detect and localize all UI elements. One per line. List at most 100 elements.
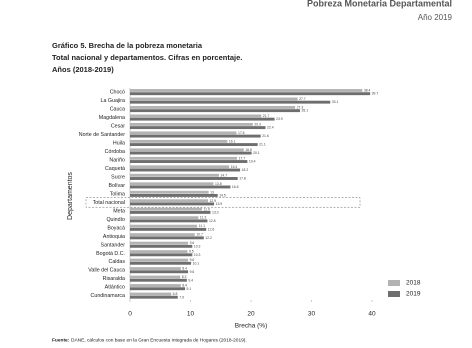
bar xyxy=(130,244,193,248)
bar xyxy=(130,202,215,206)
bar xyxy=(130,89,363,92)
value-label: 16.6 xyxy=(232,185,239,189)
value-label: 10.3 xyxy=(194,244,201,248)
value-label: 21.1 xyxy=(259,143,266,147)
bar xyxy=(130,270,189,274)
value-label: 21.7 xyxy=(263,114,270,118)
y-tick-label: Chocó xyxy=(110,90,125,96)
chart-title: Gráfico 5. Brecha de la pobreza monetari… xyxy=(52,41,203,50)
value-label: 19.4 xyxy=(249,160,256,164)
y-tick-label: Sucre xyxy=(111,174,125,180)
y-tick-label: Risaralda xyxy=(103,276,125,282)
bar xyxy=(130,117,275,121)
x-tick-label: 20 xyxy=(247,311,255,318)
x-axis-label: Brecha (%) xyxy=(235,323,268,330)
value-label: 6.8 xyxy=(173,292,178,296)
value-label: 9.6 xyxy=(190,258,195,262)
bar xyxy=(130,227,207,231)
legend-swatch xyxy=(388,291,400,297)
y-tick-label: Tolima xyxy=(110,191,125,197)
y-tick-label: Magdalena xyxy=(99,115,125,121)
bar xyxy=(130,241,189,245)
value-label: 17.8 xyxy=(239,177,246,181)
bar xyxy=(130,236,204,240)
legend-label: 2019 xyxy=(406,291,421,298)
bar xyxy=(130,207,202,211)
value-label: 28.1 xyxy=(302,109,309,113)
bar xyxy=(130,165,230,169)
source-label: Fuente: xyxy=(52,337,70,343)
value-label: 9.6 xyxy=(190,241,195,245)
header-title: Pobreza Monetaria Departamental xyxy=(307,0,452,8)
value-label: 21.6 xyxy=(262,134,269,138)
bar xyxy=(130,275,181,279)
y-tick-label: Bogotá D.C. xyxy=(96,251,125,257)
value-label: 11.1 xyxy=(199,224,205,228)
value-label: 13.9 xyxy=(216,202,223,206)
y-tick-label: La Guajira xyxy=(101,98,125,104)
bar xyxy=(130,278,187,282)
value-label: 13.3 xyxy=(212,210,219,214)
value-label: 22.4 xyxy=(267,126,274,130)
bar xyxy=(130,106,296,109)
bar xyxy=(130,216,199,220)
bar xyxy=(130,253,193,257)
bar xyxy=(130,292,172,296)
y-tick-label: Bolívar xyxy=(109,183,126,189)
bar xyxy=(130,122,253,126)
bar xyxy=(130,92,371,96)
bar xyxy=(130,131,237,135)
bar xyxy=(130,148,244,152)
x-tick-label: 0 xyxy=(128,311,132,318)
bar xyxy=(130,134,261,138)
bar xyxy=(130,100,331,104)
y-tick-label: Cauca xyxy=(110,107,125,113)
bar xyxy=(130,156,238,160)
header-subtitle: Año 2019 xyxy=(418,13,453,22)
bar xyxy=(130,126,266,130)
chart-period: Años (2018-2019) xyxy=(52,65,114,74)
value-label: 10.1 xyxy=(193,261,200,265)
x-tick-label: 30 xyxy=(308,311,316,318)
value-label: 17.7 xyxy=(239,156,246,160)
bar xyxy=(130,233,195,237)
x-tick-label: 10 xyxy=(187,311,195,318)
y-tick-label: Meta xyxy=(113,208,125,214)
value-label: 18.2 xyxy=(242,168,249,172)
value-label: 27.3 xyxy=(297,105,304,109)
y-tick-label: Cesar xyxy=(111,124,125,130)
y-tick-label: Huila xyxy=(113,141,125,147)
y-tick-label: Boyacá xyxy=(107,225,125,231)
value-label: 10.3 xyxy=(194,253,201,257)
value-label: 9.4 xyxy=(188,278,193,282)
value-label: 9.6 xyxy=(190,270,195,274)
value-label: 33.1 xyxy=(332,100,339,104)
y-tick-label: Nariño xyxy=(109,157,125,163)
y-tick-label: Norte de Santander xyxy=(79,132,125,138)
bar xyxy=(130,143,258,147)
y-tick-label: Santander xyxy=(101,242,126,248)
bar xyxy=(130,287,186,291)
y-tick-label: Antioquia xyxy=(103,234,125,240)
y-tick-label: Caldas xyxy=(109,259,126,265)
value-label: 17.6 xyxy=(238,131,245,135)
bar xyxy=(130,199,209,203)
value-label: 12.8 xyxy=(209,219,216,223)
value-label: 20.3 xyxy=(254,122,261,126)
y-tick-label: Córdoba xyxy=(105,149,125,155)
chart-subtitle: Total nacional y departamentos. Cifras e… xyxy=(52,53,242,62)
value-label: 16.4 xyxy=(231,165,238,169)
y-tick-label: Caquetá xyxy=(105,166,125,172)
y-tick-label: Valle del Cauca xyxy=(88,268,125,274)
value-label: 7.9 xyxy=(179,295,184,299)
value-label: 12.6 xyxy=(208,227,215,231)
value-label: 13 xyxy=(210,190,214,194)
value-label: 16.1 xyxy=(229,139,236,143)
bar xyxy=(130,224,198,228)
value-label: 11.3 xyxy=(200,216,206,220)
legend-swatch xyxy=(388,280,400,286)
bar xyxy=(130,258,189,262)
value-label: 23.9 xyxy=(276,117,283,121)
value-label: 18.8 xyxy=(245,148,252,152)
bar xyxy=(130,97,298,101)
